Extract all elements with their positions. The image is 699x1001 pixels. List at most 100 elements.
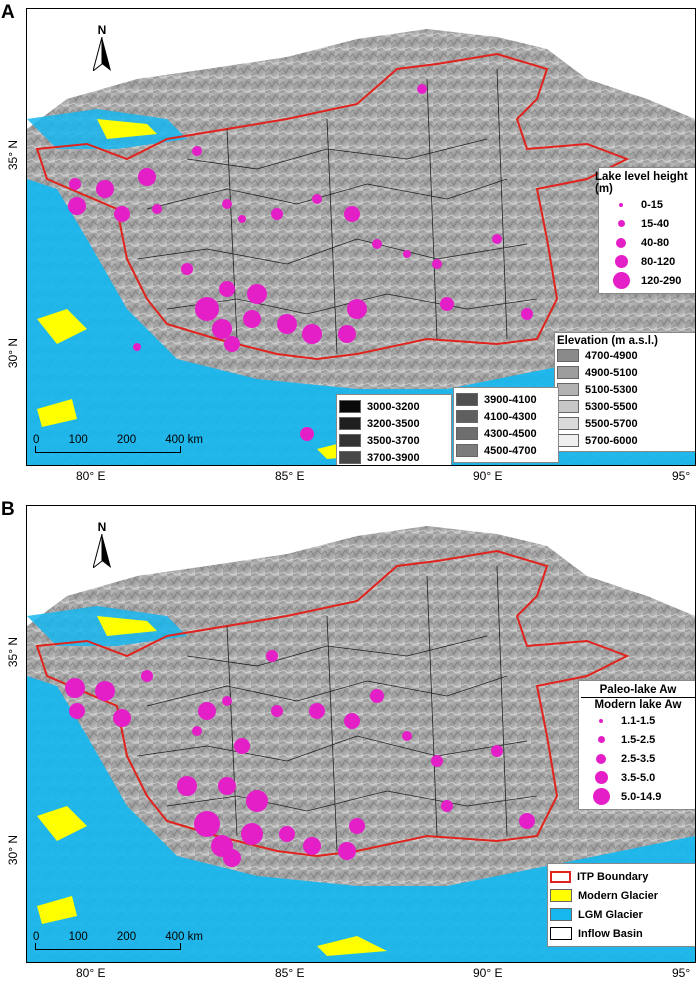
legend-lake-level-title: Lake level height (m): [595, 171, 688, 195]
lake-size-marker: [599, 718, 603, 723]
legend-symbol-cell: [601, 202, 641, 207]
legend-row: 3500-3700: [339, 432, 449, 449]
legend-label: Inflow Basin: [578, 927, 643, 940]
legend-row: 3900-4100: [456, 391, 556, 408]
legend-swatch: [339, 451, 361, 464]
legend-label: 3700-3900: [367, 451, 420, 464]
legend-row: LGM Glacier: [550, 905, 694, 924]
legend-lake-level: Lake level height (m) 0-15 15-40 40-80 80-1…: [595, 167, 695, 294]
legend-symbol-cell: [581, 753, 621, 764]
lat-label-30n-a: 30° N: [6, 338, 20, 369]
lon-label-85e-a: 85° E: [275, 469, 305, 483]
legend-elevation-mid: 3900-4100 4100-4300 4300-4500 4500-4700: [453, 387, 559, 463]
scale-tick-100-a: 100: [68, 434, 88, 446]
scale-tick-400-b: 400 km: [165, 931, 203, 943]
legend-row: 3.5-5.0: [581, 768, 695, 787]
lake-size-marker: [592, 788, 610, 805]
legend-swatch: [456, 427, 478, 440]
legend-symbol-cell: [581, 736, 621, 743]
map-panel-b[interactable]: N Paleo-lake Aw Modern lake Aw 1.1-1.5 1.…: [26, 505, 696, 963]
map-panel-a[interactable]: N Lake level height (m) 0-15 15-40 40-80 80…: [26, 8, 696, 466]
legend-label: 5500-5700: [585, 417, 638, 430]
lake-size-marker: [619, 202, 623, 207]
legend-symbol-cell: [601, 272, 641, 289]
legend-row: Modern Glacier: [550, 886, 694, 905]
north-arrow-icon: [92, 533, 111, 570]
legend-label: 5.0-14.9: [621, 790, 662, 803]
legend-swatch: [550, 908, 572, 921]
legend-swatch: [339, 417, 361, 430]
lat-label-30n-b: 30° N: [6, 835, 20, 866]
legend-label: 2.5-3.5: [621, 752, 656, 765]
legend-features: ITP Boundary Modern Glacier LGM Glacier Inf…: [547, 863, 695, 947]
itp-boundary-a: [35, 52, 630, 361]
scale-bar-a: 0 100 200 400 km: [31, 434, 203, 453]
legend-label: 3500-3700: [367, 434, 420, 447]
legend-row: 4100-4300: [456, 408, 556, 425]
terrain-area-b: [27, 526, 695, 962]
legend-row: 1.5-2.5: [581, 730, 695, 749]
panel-letter-a: A: [1, 2, 15, 23]
legend-swatch: [557, 417, 579, 430]
legend-label: 1.1-1.5: [621, 714, 656, 727]
legend-label: ITP Boundary: [577, 870, 649, 883]
legend-row: 1.1-1.5: [581, 711, 695, 730]
legend-symbol-cell: [581, 788, 621, 805]
legend-label: 5300-5500: [585, 400, 638, 413]
scale-tick-200-a: 200: [116, 434, 137, 446]
legend-swatch: [557, 383, 579, 396]
legend-row: 4500-4700: [456, 442, 556, 459]
legend-row: 120-290: [601, 271, 695, 290]
scale-tick-100-b: 100: [68, 931, 88, 943]
legend-row: 4700-4900: [557, 347, 695, 364]
legend-row: 80-120: [601, 252, 695, 271]
lake-size-marker: [597, 736, 605, 743]
lon-label-90e-b: 90° E: [473, 966, 503, 980]
legend-row: 5300-5500: [557, 398, 695, 415]
legend-aw-numerator: Paleo-lake Aw: [599, 684, 677, 696]
legend-label: LGM Glacier: [578, 908, 643, 921]
legend-label: 80-120: [641, 255, 676, 268]
legend-swatch: [550, 870, 571, 883]
lon-label-85e-b: 85° E: [275, 966, 305, 980]
legend-label: 4900-5100: [585, 366, 638, 379]
itp-boundary-b: [35, 549, 630, 858]
legend-label: 120-290: [641, 274, 682, 287]
lon-label-80e-b: 80° E: [76, 966, 106, 980]
legend-swatch: [339, 400, 361, 413]
legend-symbol-cell: [581, 718, 621, 723]
inflow-basin-lines-b: [136, 565, 538, 852]
legend-row: ITP Boundary: [550, 867, 694, 886]
legend-swatch: [550, 889, 572, 902]
north-arrow-icon: [92, 36, 111, 73]
legend-row: 3700-3900: [339, 449, 449, 465]
lake-markers-a: [68, 84, 533, 441]
legend-label: 5100-5300: [585, 383, 638, 396]
legend-symbol-cell: [601, 255, 641, 268]
north-arrow-b: N: [92, 520, 111, 573]
north-arrow-a: N: [92, 23, 111, 76]
legend-label: 4100-4300: [484, 410, 537, 423]
scale-bar-b: 0 100 200 400 km: [31, 931, 203, 950]
lon-label-95-b: 95°: [672, 966, 691, 980]
legend-row: 3000-3200: [339, 398, 449, 415]
legend-label: Modern Glacier: [578, 889, 659, 902]
legend-swatch: [557, 434, 579, 447]
legend-aw-denominator: Modern lake Aw: [594, 699, 682, 711]
legend-aw-ratio: Paleo-lake Aw Modern lake Aw 1.1-1.5 1.5-…: [578, 680, 695, 810]
legend-row: 5100-5300: [557, 381, 695, 398]
legend-label: 4700-4900: [585, 349, 638, 362]
legend-row: 5500-5700: [557, 415, 695, 432]
legend-label: 15-40: [641, 217, 670, 230]
terrain-area-a: [27, 29, 695, 465]
lat-label-35n-a: 35° N: [6, 140, 20, 171]
legend-row: Inflow Basin: [550, 924, 694, 943]
legend-row: 5.0-14.9: [581, 787, 695, 806]
legend-label: 3200-3500: [367, 417, 420, 430]
legend-label: 3000-3200: [367, 400, 420, 413]
north-label-a: N: [97, 23, 107, 37]
inflow-basin-lines-a: [136, 68, 538, 355]
lake-size-marker: [596, 753, 606, 764]
legend-label: 5700-6000: [585, 434, 638, 447]
lon-label-95-a: 95°: [672, 469, 691, 483]
